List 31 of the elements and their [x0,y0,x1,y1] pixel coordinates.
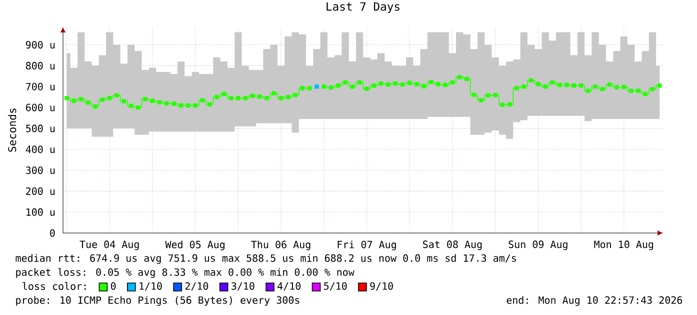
legend-label: 5/10 [324,282,347,291]
y-tick-label: 300 u [26,166,55,174]
y-tick-label: 500 u [26,124,55,132]
legend-label: 9/10 [370,282,393,291]
x-tick-label: Sat 08 Aug [423,240,482,250]
x-tick-label: Sun 09 Aug [508,240,568,250]
chart-title: Last 7 Days [326,2,400,13]
y-tick-label: 100 u [26,208,55,216]
legend-title: loss color: [22,282,86,290]
legend-label: 1/10 [140,282,162,291]
legend-label: 3/10 [232,282,254,291]
x-tick-label: Thu 06 Aug [251,240,310,250]
y-tick-label: 200 u [26,187,55,195]
legend-label: 4/10 [278,282,301,291]
y-tick-label: 0 [50,229,55,237]
y-tick-label: 600 u [26,104,55,112]
x-tick-label: Fri 07 Aug [338,240,396,250]
y-tick-label: 700 u [26,82,55,90]
legend-label: 2/10 [185,282,208,291]
legend-label: 0 [110,282,116,290]
y-tick-label: 900 u [26,41,55,49]
text: median rtt: 674.9 us avg 751.9 us max 588.5 us min 688.2 us now 0.0 ms sd 17.3 am/s [16,254,516,264]
text: end: Mon Aug 10 22:57:43 2026 [506,296,682,306]
x-tick-label: Wed 05 Aug [165,240,224,250]
text: packet loss: 0.05 % avg 8.33 % max 0.00 % min 0.00 % now [16,268,354,278]
y-tick-label: 400 u [26,146,55,154]
y-tick-label: 800 u [26,62,55,70]
text: probe: 10 ICMP Echo Pings (56 Bytes) every 300s [16,296,300,306]
x-tick-label: Mon 10 Aug [594,240,654,250]
x-tick-label: Tue 04 Aug [80,240,139,250]
y-axis-title: Seconds [8,108,16,152]
